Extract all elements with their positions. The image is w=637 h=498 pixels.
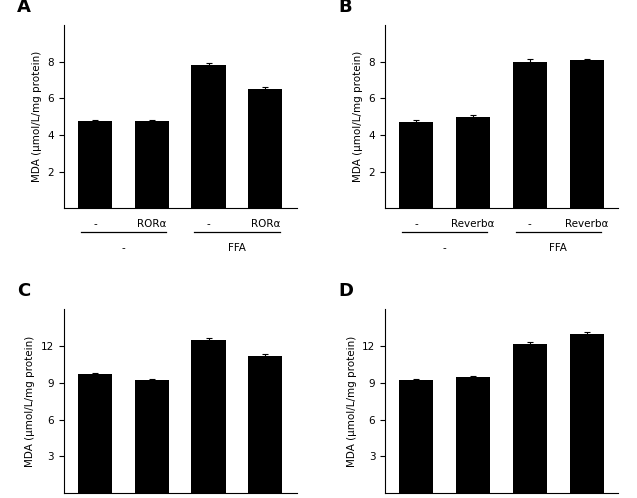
Bar (134, 380, 169, 493)
Bar (513, 344, 547, 493)
Bar (192, 340, 225, 493)
Text: -: - (93, 220, 97, 230)
Bar (569, 334, 604, 493)
Text: -: - (122, 244, 125, 253)
Text: -: - (206, 220, 210, 230)
Text: FFA: FFA (549, 244, 567, 253)
Text: RORα: RORα (250, 220, 280, 230)
Text: RORα: RORα (137, 220, 166, 230)
Bar (399, 380, 433, 493)
Bar (78, 374, 112, 493)
Bar (456, 377, 490, 493)
Y-axis label: MDA (μmol/L/mg protein): MDA (μmol/L/mg protein) (32, 51, 42, 182)
Text: B: B (338, 0, 352, 16)
Text: Reverbα: Reverbα (565, 220, 608, 230)
Text: C: C (17, 282, 31, 300)
Y-axis label: MDA (μmol/L/mg protein): MDA (μmol/L/mg protein) (347, 336, 357, 467)
Bar (248, 89, 282, 209)
Bar (399, 122, 433, 209)
Bar (513, 62, 547, 209)
Bar (134, 122, 169, 209)
Bar (248, 356, 282, 493)
Y-axis label: MDA (μmol/L/mg protein): MDA (μmol/L/mg protein) (353, 51, 363, 182)
Text: D: D (338, 282, 354, 300)
Text: Reverbα: Reverbα (452, 220, 495, 230)
Text: -: - (528, 220, 532, 230)
Text: -: - (415, 220, 418, 230)
Bar (569, 60, 604, 209)
Y-axis label: MDA (μmol/L/mg protein): MDA (μmol/L/mg protein) (25, 336, 35, 467)
Text: A: A (17, 0, 31, 16)
Text: -: - (443, 244, 447, 253)
Bar (78, 122, 112, 209)
Bar (192, 65, 225, 209)
Text: FFA: FFA (228, 244, 246, 253)
Bar (456, 117, 490, 209)
